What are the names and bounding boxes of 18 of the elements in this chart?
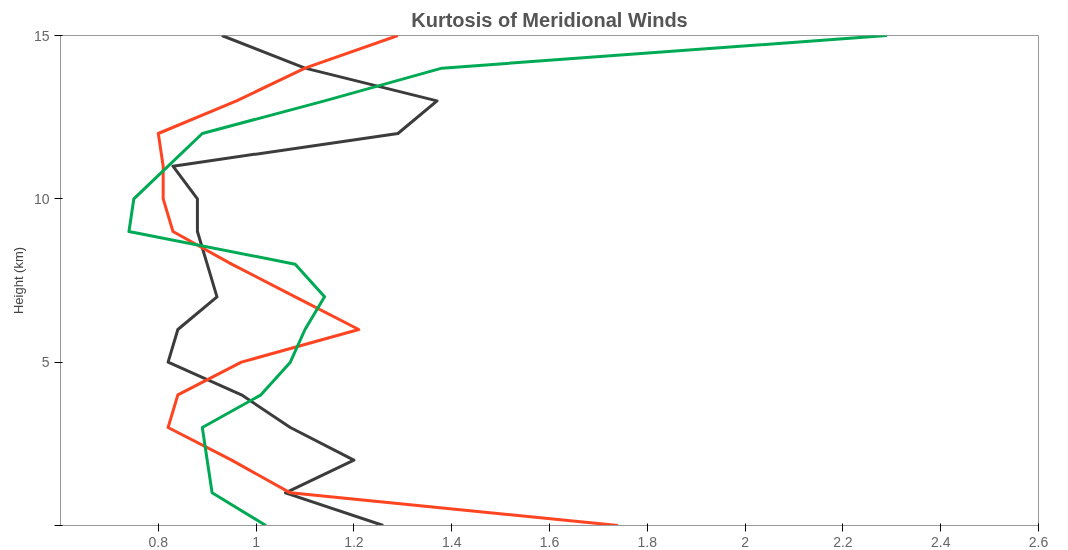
x-tick-label: 1 [252,533,261,550]
y-axis-title: Height (km) [10,246,26,315]
line-series [127,35,889,526]
x-tick-label: 2.4 [930,533,951,550]
x-tick-label: 2.2 [833,533,853,550]
x-tick-label: 1.2 [344,533,364,550]
y-tick-label: 15 [33,27,50,44]
x-tick-label: 1.8 [637,533,658,550]
x-tick-label: 1.6 [539,533,560,550]
chart-title: Kurtosis of Meridional Winds [411,8,688,31]
line-series [156,35,620,526]
y-tick-label: 10 [33,190,50,207]
x-tick-label: 2 [741,533,750,550]
x-tick-label: 0.8 [148,533,169,550]
line-series [166,35,439,526]
y-tick-label: 5 [41,354,50,371]
x-tick-label: 1.4 [441,533,462,550]
x-tick-label: 2.6 [1028,533,1049,550]
